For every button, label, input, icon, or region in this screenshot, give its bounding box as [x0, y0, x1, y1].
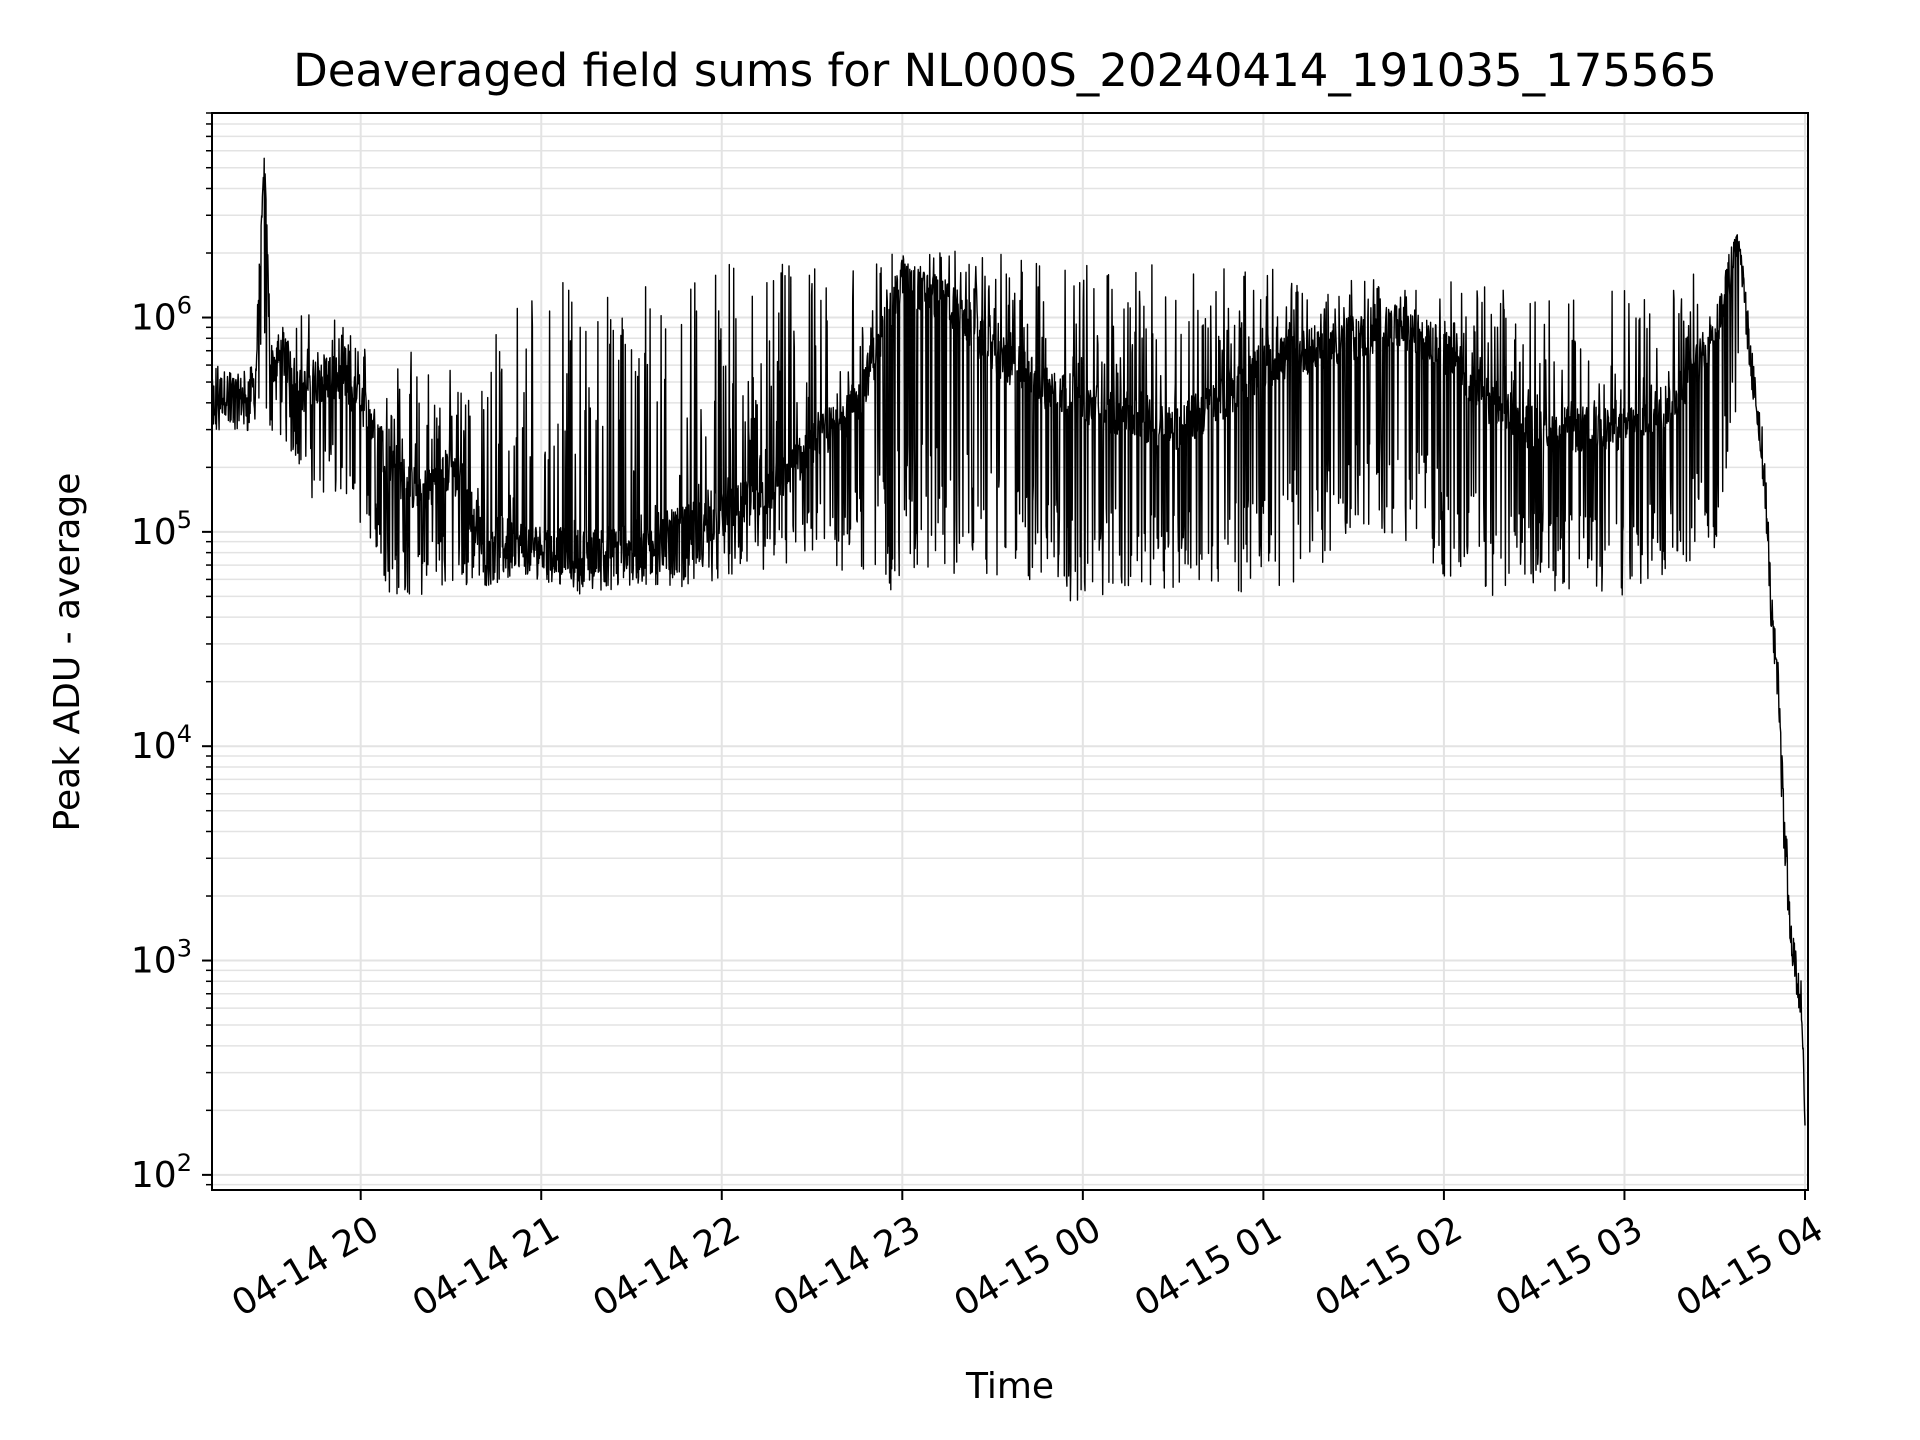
y-axis-label: Peak ADU - average: [47, 473, 88, 832]
y-tick-label: 102: [131, 1149, 192, 1196]
y-axis: 102 103 104 105 106: [131, 112, 212, 1196]
series-line: [211, 157, 1806, 1126]
x-tick-label: 04-15 00: [947, 1208, 1108, 1324]
x-tick-label: 04-14 23: [767, 1208, 928, 1324]
y-tick-label: 104: [131, 720, 192, 767]
x-axis: 04-14 20 04-14 21 04-14 22 04-14 23 04-15 00…: [225, 1190, 1830, 1325]
x-tick-label: 04-15 01: [1128, 1208, 1289, 1324]
x-axis-label: Time: [965, 1366, 1054, 1407]
x-tick-label: 04-15 03: [1489, 1208, 1650, 1324]
chart-title: Deaveraged field sums for NL000S_2024041…: [293, 44, 1717, 97]
y-tick-label: 105: [131, 506, 192, 553]
y-tick-label: 106: [131, 292, 192, 339]
axes-frame: [211, 112, 1809, 1191]
x-tick-label: 04-14 21: [406, 1208, 567, 1324]
grid: [212, 112, 1808, 1190]
x-tick-label: 04-15 04: [1670, 1208, 1831, 1324]
x-tick-label: 04-15 02: [1309, 1208, 1470, 1324]
plot-area: [211, 157, 1806, 1126]
x-tick-label: 04-14 20: [225, 1208, 386, 1324]
x-tick-label: 04-14 22: [586, 1208, 747, 1324]
y-tick-label: 103: [131, 935, 192, 982]
